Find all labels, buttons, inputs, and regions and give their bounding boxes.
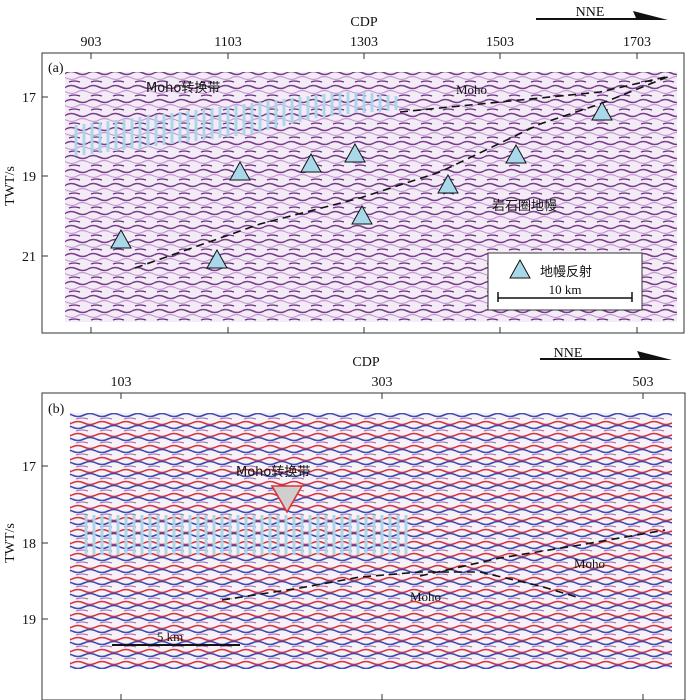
panel-a-y-axis-title: TWT/s bbox=[3, 166, 18, 206]
panel-b-ytick-2: 18 bbox=[22, 537, 36, 552]
panel-a-lower-dashed-line bbox=[134, 75, 671, 269]
panel-a-moho-line bbox=[399, 75, 671, 113]
panel-a-scale-bar bbox=[497, 292, 633, 302]
mantle-reflection-marker bbox=[300, 152, 322, 173]
panel-a-xtick-1: 903 bbox=[81, 35, 102, 50]
panel-a-xtick-2: 1103 bbox=[214, 35, 241, 50]
panel-b-moho-transition-zone bbox=[84, 515, 408, 555]
panel-a-mantle-reflection-markers bbox=[110, 100, 613, 269]
mantle-reflection-marker bbox=[344, 142, 366, 163]
legend-marker-icon bbox=[509, 258, 531, 279]
panel-a-moho-label: Moho bbox=[456, 82, 487, 97]
panel-a-frame bbox=[41, 52, 685, 334]
panel-a-moho-transition-zone bbox=[74, 92, 398, 156]
mantle-reflection-marker bbox=[229, 160, 251, 181]
panel-b-xtick-2: 303 bbox=[372, 375, 393, 390]
panel-a-scale-label: 10 km bbox=[549, 282, 582, 297]
panel-b-moho-line-right bbox=[419, 529, 666, 577]
panel-b-direction-label: NNE bbox=[554, 346, 583, 361]
panel-a-top-ticks bbox=[42, 53, 638, 333]
panel-a-legend: 地幔反射 10 km bbox=[487, 252, 643, 311]
mantle-reflection-marker bbox=[437, 173, 459, 194]
panel-b-frame bbox=[41, 392, 686, 700]
mantle-reflection-marker bbox=[206, 248, 228, 269]
panel-b-y-axis-title: TWT/s bbox=[3, 523, 18, 563]
panel-b-xtick-3: 503 bbox=[633, 375, 654, 390]
mantle-reflection-marker bbox=[351, 204, 373, 225]
panel-b-zone-label: Moho转换带 bbox=[236, 465, 310, 480]
panel-a-direction-label: NNE bbox=[576, 5, 605, 20]
panel-a-xtick-3: 1303 bbox=[350, 35, 378, 50]
panel-b: 103 303 503 CDP 17 18 19 TWT/s NNE (b) bbox=[3, 346, 686, 700]
panel-b-scale-label: 5 km bbox=[157, 629, 183, 644]
panel-a-x-axis-title: CDP bbox=[350, 15, 377, 30]
panel-a-ytick-2: 19 bbox=[22, 170, 36, 185]
panel-b-ytick-1: 17 bbox=[22, 460, 36, 475]
panel-b-label: (b) bbox=[48, 402, 65, 417]
mantle-reflection-marker bbox=[110, 228, 132, 249]
panel-b-ticks bbox=[42, 393, 644, 700]
panel-b-direction-arrow bbox=[540, 351, 672, 360]
panel-b-moho-line-lower bbox=[221, 571, 581, 601]
panel-b-xtick-1: 103 bbox=[111, 375, 132, 390]
panel-a-zone-label: Moho转换带 bbox=[146, 81, 220, 96]
panel-a-direction-arrow bbox=[536, 11, 668, 20]
panel-b-moho-label-right: Moho bbox=[574, 556, 605, 571]
panel-a-ytick-1: 17 bbox=[22, 91, 36, 106]
panel-b-marker-icon bbox=[270, 485, 304, 514]
panel-b-moho-label-mid: Moho bbox=[410, 589, 441, 604]
panel-b-seismic-image bbox=[70, 413, 672, 669]
panel-a-mantle-label: 岩石圈地幔 bbox=[492, 199, 557, 214]
mantle-reflection-marker bbox=[591, 100, 613, 121]
panel-b-x-axis-title: CDP bbox=[352, 355, 379, 370]
panel-a-xtick-4: 1503 bbox=[486, 35, 514, 50]
panel-a-label: (a) bbox=[48, 61, 64, 76]
panel-a-legend-label: 地幔反射 bbox=[540, 264, 592, 280]
panel-a: 903 1103 1303 1503 1703 CDP 17 19 21 TWT… bbox=[3, 5, 685, 334]
panel-a-ytick-3: 21 bbox=[22, 250, 36, 265]
panel-b-ytick-3: 19 bbox=[22, 613, 36, 628]
mantle-reflection-marker bbox=[505, 143, 527, 164]
panel-a-xtick-5: 1703 bbox=[623, 35, 651, 50]
